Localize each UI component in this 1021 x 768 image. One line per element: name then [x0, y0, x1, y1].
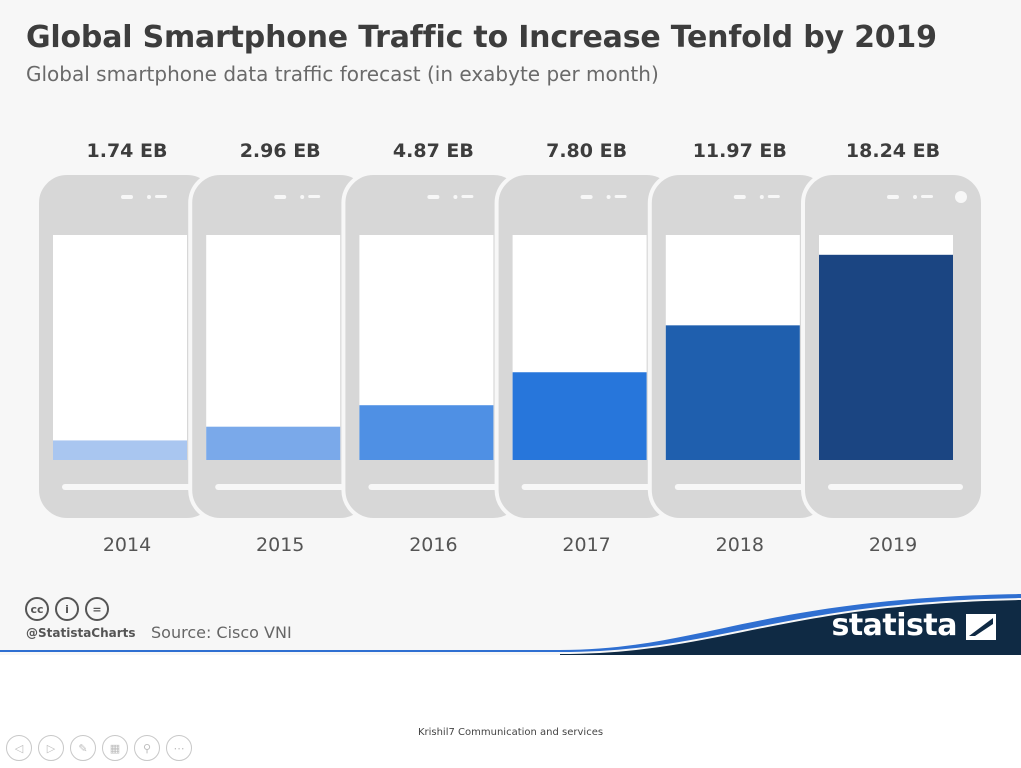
speaker-mark: [427, 195, 440, 199]
sensor-mark: [155, 195, 167, 198]
bar-2019: [819, 254, 953, 460]
statista-logo-text: statista: [831, 608, 957, 643]
speaker-mark: [121, 195, 133, 199]
sensor-mark: [759, 195, 764, 199]
value-label-2015: 2.96 EB: [240, 140, 321, 162]
chart-slide: Global Smartphone Traffic to Increase Te…: [0, 20, 1021, 655]
sensor-mark: [767, 195, 780, 198]
speaker-mark: [580, 195, 593, 199]
source-text: Source: Cisco VNI: [151, 623, 292, 642]
chart-title: Global Smartphone Traffic to Increase Te…: [26, 20, 937, 55]
home-bar: [215, 484, 351, 490]
cc-icon: cc: [25, 597, 49, 621]
home-bar: [521, 484, 657, 490]
value-label-2016: 4.87 EB: [393, 140, 474, 162]
camera-dot: [955, 191, 967, 203]
phone-2014: [35, 171, 219, 522]
home-bar: [828, 484, 963, 490]
pen-icon[interactable]: ✎: [70, 735, 96, 761]
slide-navigation: ◁ ▷ ✎ ▦ ⚲ ⋯: [6, 735, 192, 761]
accent-stripe: [0, 594, 1021, 652]
sensor-mark: [921, 195, 933, 198]
statista-logo-icon: [966, 614, 996, 640]
nd-icon: =: [85, 597, 109, 621]
year-label-2015: 2015: [256, 534, 304, 556]
sensor-mark: [300, 195, 305, 199]
bar-2014: [53, 440, 187, 460]
home-bar: [62, 484, 197, 490]
year-label-2019: 2019: [869, 534, 917, 556]
bar-2016: [359, 405, 494, 460]
home-bar: [674, 484, 810, 490]
year-label-2017: 2017: [562, 534, 610, 556]
value-label-2017: 7.80 EB: [546, 140, 627, 162]
value-label-2014: 1.74 EB: [87, 140, 168, 162]
speaker-mark: [274, 195, 287, 199]
year-label-2018: 2018: [716, 534, 764, 556]
sensor-mark: [308, 195, 321, 198]
zoom-icon[interactable]: ⚲: [134, 735, 160, 761]
year-label-2014: 2014: [103, 534, 151, 556]
bar-2015: [206, 426, 341, 460]
sensor-mark: [147, 195, 151, 199]
sensor-mark: [453, 195, 458, 199]
brand-wave: [0, 594, 1021, 655]
home-bar: [368, 484, 504, 490]
statista-handle: @StatistaCharts: [26, 626, 136, 640]
sensor-mark: [913, 195, 917, 199]
speaker-mark: [887, 195, 899, 199]
by-icon: i: [55, 597, 79, 621]
value-label-2018: 11.97 EB: [693, 140, 787, 162]
year-label-2016: 2016: [409, 534, 457, 556]
brand-band: [560, 600, 1021, 655]
previous-icon[interactable]: ◁: [6, 735, 32, 761]
speaker-mark: [733, 195, 746, 199]
bar-chart: 1.74 EB 2014 2.96 EB 2015 4.87 EB 2016 7.80 EB…: [35, 140, 985, 556]
company-name: Krishil7 Communication and services: [417, 727, 604, 738]
chart-subtitle: Global smartphone data traffic forecast …: [26, 62, 659, 86]
value-label-2019: 18.24 EB: [846, 140, 940, 162]
sensor-mark: [606, 195, 611, 199]
bar-2018: [665, 325, 800, 460]
next-icon[interactable]: ▷: [38, 735, 64, 761]
license-icons: cc i =: [25, 597, 109, 621]
sensor-mark: [461, 195, 474, 198]
sensor-mark: [614, 195, 627, 198]
bar-2017: [512, 372, 647, 460]
phone-screen: [53, 235, 187, 460]
slides-icon[interactable]: ▦: [102, 735, 128, 761]
more-icon[interactable]: ⋯: [166, 735, 192, 761]
phone-screen: [206, 235, 341, 460]
